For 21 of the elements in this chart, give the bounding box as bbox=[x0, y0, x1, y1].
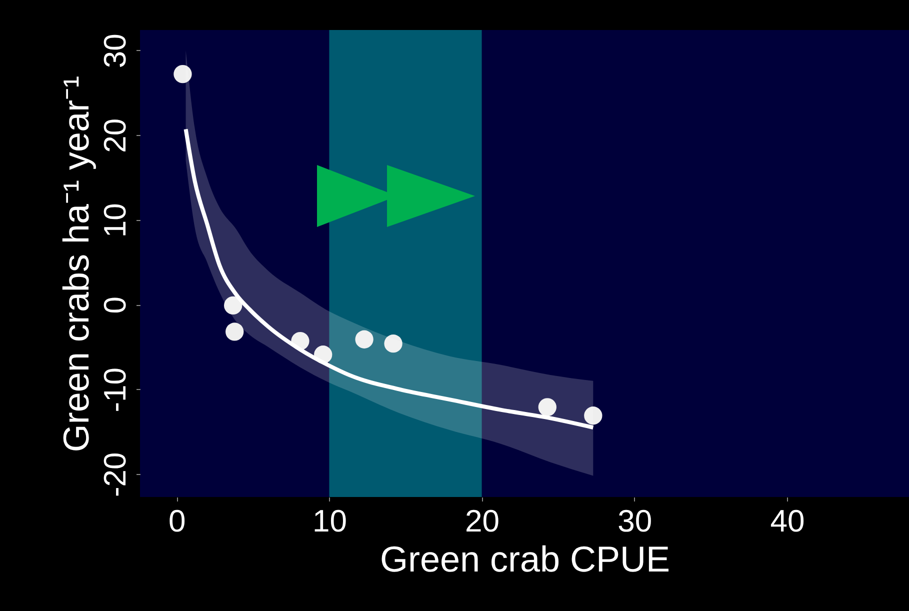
y-tick-label: 20 bbox=[98, 118, 132, 153]
x-tick-label: 20 bbox=[465, 504, 500, 538]
x-axis-title: Green crab CPUE bbox=[380, 538, 670, 580]
y-tick-label: -20 bbox=[98, 452, 132, 498]
x-tick-label: 30 bbox=[618, 504, 652, 538]
point bbox=[384, 334, 402, 353]
point bbox=[226, 322, 244, 341]
point bbox=[174, 65, 192, 84]
x-tick-label: 10 bbox=[312, 504, 347, 538]
line-series bbox=[184, 127, 596, 430]
point bbox=[224, 296, 242, 315]
y-tick-label: -10 bbox=[98, 367, 132, 412]
y-tick-label: 10 bbox=[98, 203, 132, 238]
y-tick-label: 30 bbox=[98, 34, 132, 68]
point bbox=[538, 398, 556, 416]
point bbox=[584, 406, 602, 425]
x-tick-label: 0 bbox=[168, 504, 186, 538]
x-tick-label: 40 bbox=[770, 504, 805, 538]
point bbox=[355, 330, 374, 348]
y-tick-label: 0 bbox=[98, 296, 132, 314]
y-axis-title: Green crabs ha⁻¹ year⁻¹ bbox=[56, 76, 96, 452]
